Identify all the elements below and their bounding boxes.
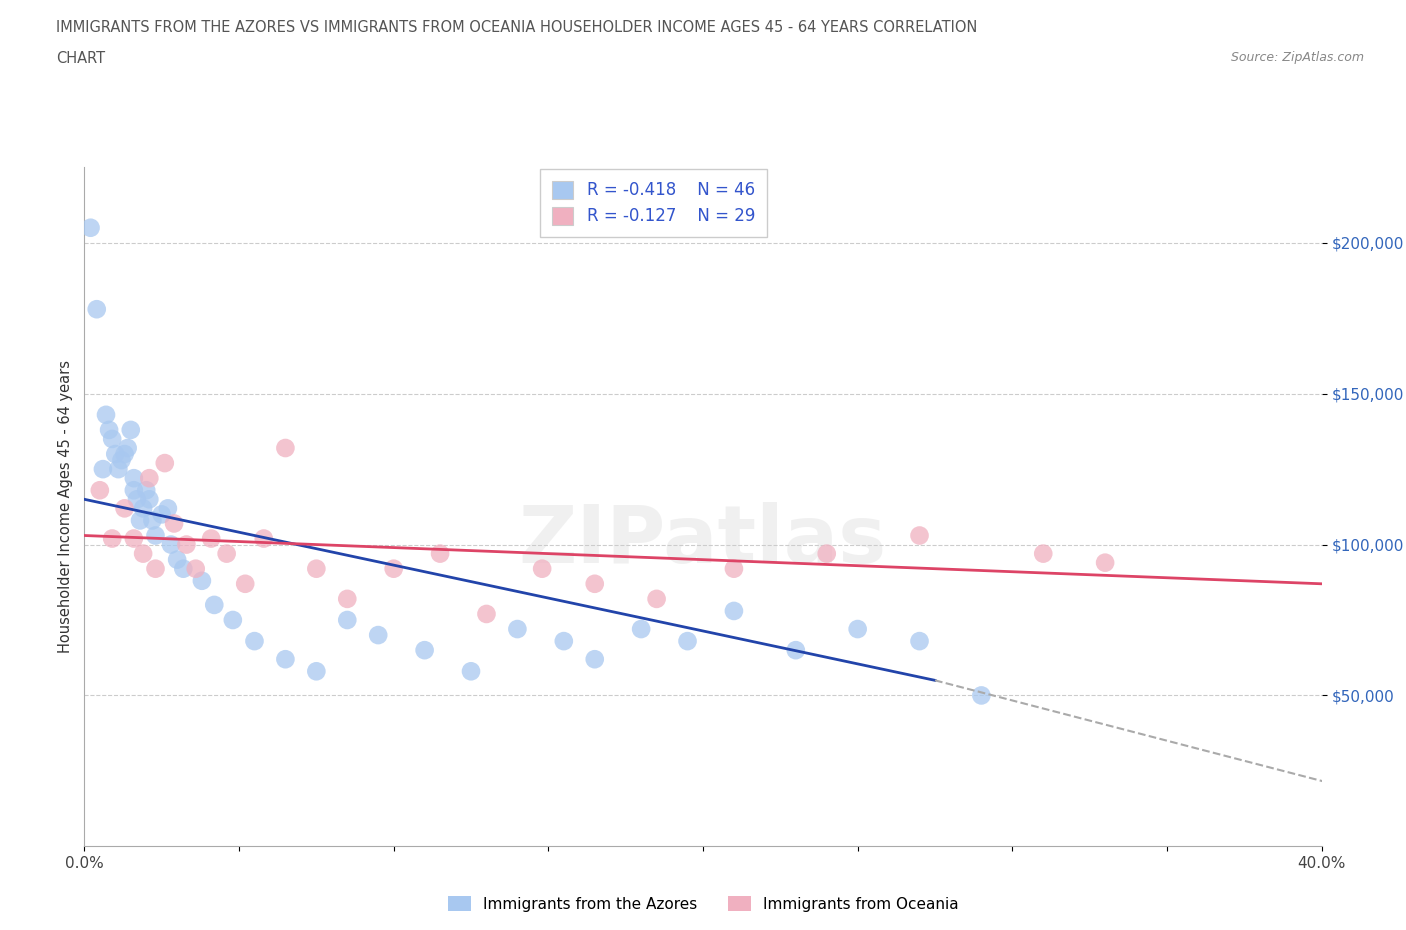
Point [89,483,111,498]
Point [160,538,183,552]
Point [120,422,142,437]
Point [150,507,173,522]
Point [98,422,121,437]
Point [132,546,155,561]
Point [166,552,188,567]
Point [723,562,745,577]
Point [91,461,114,476]
Point [222,613,245,628]
Point [215,546,238,561]
Point [233,577,256,591]
Point [191,573,214,588]
Point [132,501,155,516]
Point [243,633,266,648]
Point [163,516,186,531]
Y-axis label: Householder Income Ages 45 - 64 years: Householder Income Ages 45 - 64 years [58,360,73,654]
Point [122,483,145,498]
Point [274,441,297,456]
Point [723,604,745,618]
Point [531,562,554,577]
Point [153,456,176,471]
Point [475,606,498,621]
Point [141,513,163,528]
Point [101,432,124,446]
Point [815,546,838,561]
Legend: R = -0.418    N = 46, R = -0.127    N = 29: R = -0.418 N = 46, R = -0.127 N = 29 [540,169,766,237]
Point [156,501,179,516]
Point [676,633,699,648]
Point [305,664,328,679]
Point [305,562,328,577]
Point [382,562,405,577]
Point [460,664,482,679]
Point [908,633,931,648]
Point [336,613,359,628]
Point [253,531,276,546]
Point [908,528,931,543]
Point [94,407,117,422]
Point [79,220,101,235]
Text: ZIPatlas: ZIPatlas [519,502,887,579]
Point [145,562,167,577]
Point [135,483,157,498]
Legend: Immigrants from the Azores, Immigrants from Oceania: Immigrants from the Azores, Immigrants f… [441,889,965,918]
Point [110,453,132,468]
Point [114,446,136,461]
Point [429,546,451,561]
Point [785,643,807,658]
Point [122,471,145,485]
Point [86,301,108,316]
Point [101,531,124,546]
Point [846,621,869,636]
Point [202,597,225,612]
Point [274,652,297,667]
Point [104,446,127,461]
Point [583,652,606,667]
Text: CHART: CHART [56,51,105,66]
Point [129,513,152,528]
Point [336,591,359,606]
Point [645,591,668,606]
Point [970,688,993,703]
Point [413,643,436,658]
Point [107,461,129,476]
Text: Source: ZipAtlas.com: Source: ZipAtlas.com [1230,51,1364,64]
Point [1032,546,1054,561]
Point [122,531,145,546]
Point [114,501,136,516]
Point [184,562,207,577]
Point [117,441,139,456]
Point [138,471,160,485]
Point [1094,555,1116,570]
Point [553,633,575,648]
Point [200,531,222,546]
Point [145,528,167,543]
Text: IMMIGRANTS FROM THE AZORES VS IMMIGRANTS FROM OCEANIA HOUSEHOLDER INCOME AGES 45: IMMIGRANTS FROM THE AZORES VS IMMIGRANTS… [56,20,977,35]
Point [125,492,148,507]
Point [506,621,529,636]
Point [367,628,389,643]
Point [630,621,652,636]
Point [583,577,606,591]
Point [176,538,198,552]
Point [172,562,194,577]
Point [138,492,160,507]
